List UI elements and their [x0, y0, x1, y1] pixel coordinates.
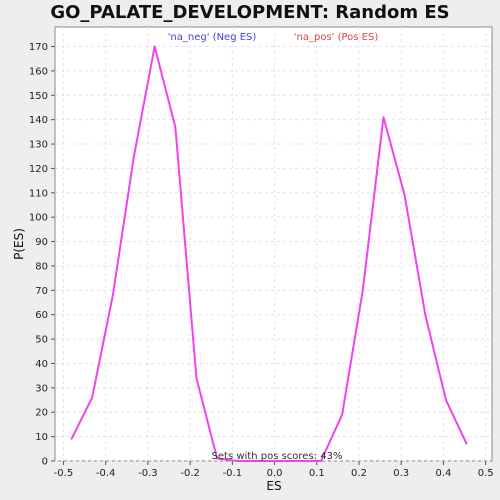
y-tick-label: 160 [29, 66, 48, 77]
data-point [257, 460, 260, 462]
data-point [216, 457, 218, 460]
x-tick-label: -0.1 [223, 468, 243, 479]
y-tick-label: 120 [29, 164, 48, 175]
plot-area [54, 26, 493, 462]
y-tick-label: 100 [29, 213, 48, 224]
y-axis-label: P(ES) [12, 228, 26, 260]
x-tick-label: 0.3 [393, 468, 409, 479]
data-point [112, 294, 114, 297]
x-tick-label: 0.1 [309, 468, 325, 479]
y-tick-label: 40 [35, 359, 48, 370]
data-point [70, 438, 73, 440]
x-tick-label: -0.5 [54, 468, 74, 479]
data-point [133, 155, 135, 158]
x-tick-label: -0.3 [138, 468, 158, 479]
data-point [153, 45, 156, 48]
data-point [195, 377, 198, 379]
data-point [299, 460, 302, 462]
data-point [424, 313, 427, 316]
axes: -0.5 -0.4 -0.3 -0.2 -0.1 0.0 0.1 0.2 0.3 0.4 0.5 0 1… [29, 42, 494, 479]
annotation-text: Sets with pos scores: 43% [212, 451, 343, 462]
data-point [320, 460, 322, 462]
data-point [445, 399, 447, 401]
data-point [362, 289, 364, 292]
y-tick-label: 130 [29, 140, 48, 151]
data-point [278, 460, 281, 462]
data-point [403, 194, 406, 197]
legend: 'na_neg' (Neg ES) 'na_pos' (Pos ES) [168, 32, 379, 43]
y-tick-label: 20 [35, 408, 48, 419]
y-tick-label: 50 [35, 335, 48, 346]
data-point [465, 443, 468, 445]
y-tick-label: 140 [29, 115, 48, 126]
x-tick-label: 0.4 [435, 468, 451, 479]
x-tick-label: -0.2 [180, 468, 200, 479]
y-tick-label: 70 [35, 286, 48, 297]
x-tick-label: 0.0 [267, 468, 283, 479]
x-axis-label: ES [266, 479, 281, 493]
y-tick-label: 30 [35, 383, 48, 394]
series-line-0 [70, 45, 468, 462]
y-tick-label: 150 [29, 91, 48, 102]
data-point [91, 396, 93, 399]
y-tick-label: 90 [35, 237, 48, 248]
legend-entry: 'na_pos' (Pos ES) [294, 32, 379, 43]
data-point [382, 116, 385, 119]
data-point [237, 460, 239, 462]
y-tick-label: 10 [35, 432, 48, 443]
y-tick-label: 60 [35, 310, 48, 321]
y-tick-label: 0 [42, 457, 48, 468]
x-tick-label: 0.5 [478, 468, 494, 479]
series-layer [70, 45, 468, 462]
data-point [174, 126, 177, 128]
data-point [341, 413, 343, 416]
x-tick-label: -0.4 [96, 468, 116, 479]
y-tick-label: 170 [29, 42, 48, 53]
y-tick-label: 80 [35, 261, 48, 272]
grid-lines [55, 27, 492, 462]
y-tick-label: 110 [29, 188, 48, 199]
x-tick-label: 0.2 [351, 468, 367, 479]
legend-entry: 'na_neg' (Neg ES) [168, 32, 257, 43]
